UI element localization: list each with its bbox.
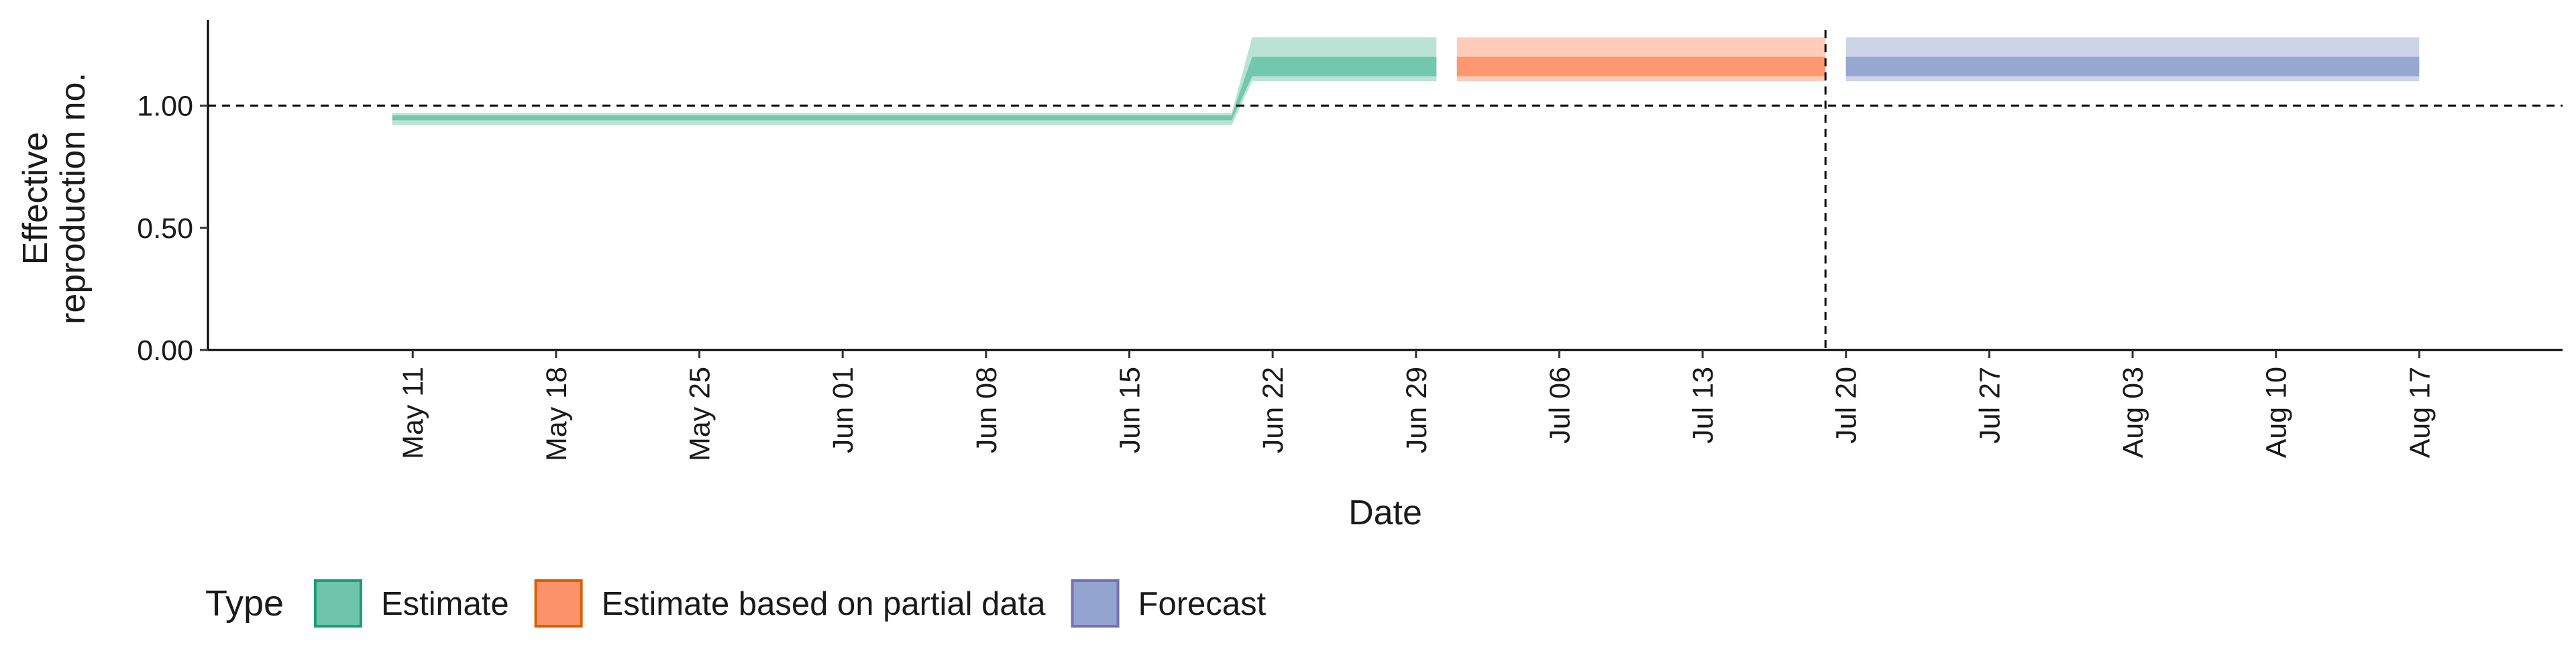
x-tick-label: May 18 [541,367,573,461]
band-50 [1845,56,2420,76]
y-tick-label: 1.00 [137,91,193,123]
x-tick-label: Aug 17 [2404,367,2436,458]
legend-label: Forecast [1138,586,1267,622]
x-tick-label: Jul 20 [1831,367,1863,444]
x-tick-label: May 11 [397,367,429,459]
y-axis-title-line: Effective [16,132,55,265]
x-axis-title: Date [1348,493,1422,532]
legend-title: Type [205,583,284,624]
band-50 [1456,56,1826,76]
legend-label: Estimate [381,586,509,622]
reference-lines-layer [208,30,2563,350]
x-tick-label: Aug 03 [2117,367,2149,458]
x-tick-label: Jul 06 [1544,367,1576,444]
y-tick-label: 0.50 [137,213,193,245]
series-estimate [392,37,1437,125]
y-axis-title: Effectivereproduction no. [16,72,93,325]
series-forecast [1845,37,2420,82]
x-tick-label: May 25 [684,367,716,461]
band-50 [392,56,1437,121]
series-estimate-based-on-partial-data [1456,37,1826,82]
legend-swatch [534,579,583,628]
axes-layer: 0.00 0.50 1.00 May 11 May 18 May 25 Jun 01 Jun … [16,20,2563,532]
x-tick-label: Jun 08 [971,367,1003,453]
legend-label: Estimate based on partial data [602,586,1046,622]
x-tick-label: Jun 01 [827,367,859,453]
x-tick-label: Jul 27 [1974,367,2006,444]
bands-layer [392,37,2420,125]
x-tick-label: Jul 13 [1687,367,1719,444]
x-tick-label: Jun 15 [1114,367,1146,453]
legend-layer: Type Estimate Estimate based on partial da… [205,579,1267,628]
x-tick-label: Jun 22 [1257,367,1289,453]
legend-swatch [1071,579,1120,628]
x-tick-label: Jun 29 [1401,367,1433,453]
x-tick-label: Aug 10 [2261,367,2293,458]
y-tick-label: 0.00 [137,335,193,367]
band-90 [392,37,1437,125]
legend-swatch [314,579,362,628]
y-axis-title-line: reproduction no. [54,72,93,325]
